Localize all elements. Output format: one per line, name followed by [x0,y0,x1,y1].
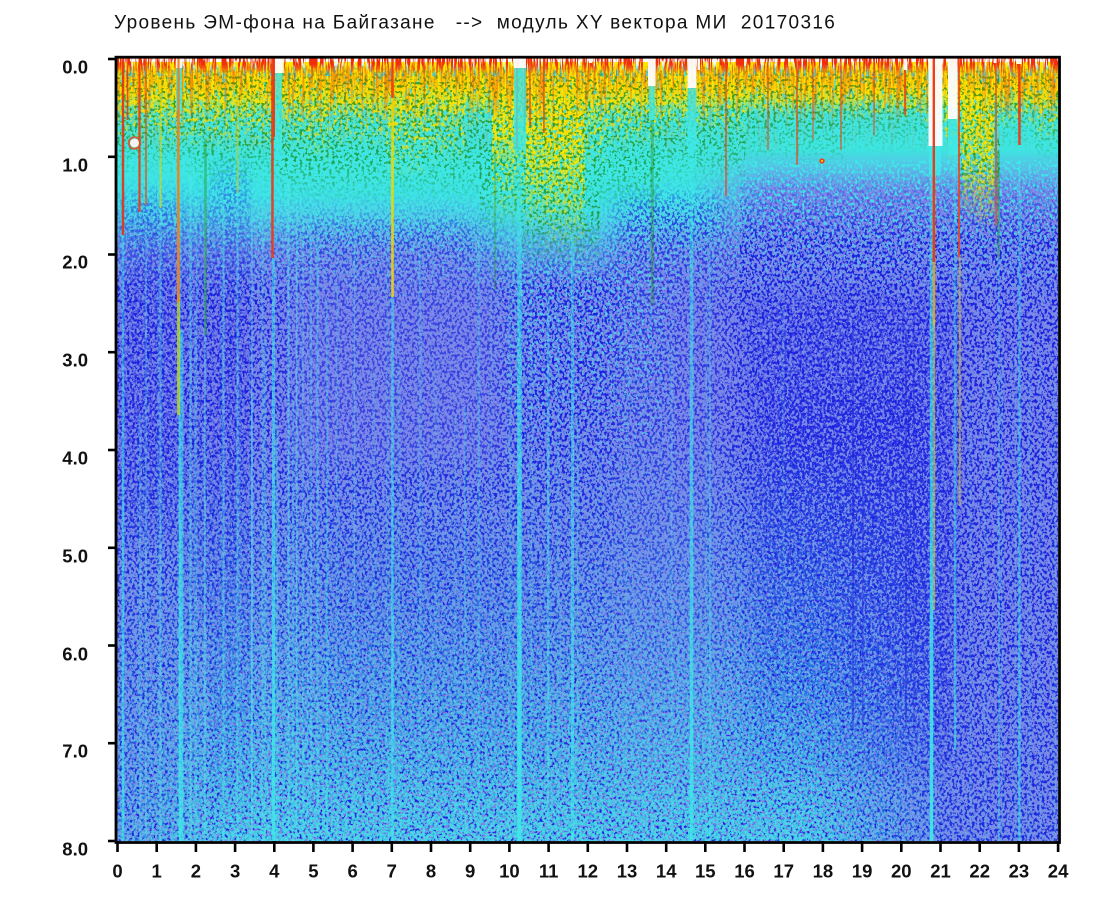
svg-text:21: 21 [930,861,951,882]
svg-text:17: 17 [773,861,794,882]
svg-text:1: 1 [152,861,162,882]
svg-text:0: 0 [112,861,122,882]
svg-text:3: 3 [230,861,240,882]
svg-text:Уровень ЭМ-фона на Байгазане: Уровень ЭМ-фона на Байгазане --> модуль … [114,13,836,34]
svg-text:6.0: 6.0 [62,644,88,665]
svg-text:3.0: 3.0 [62,350,88,371]
svg-text:8: 8 [426,861,436,882]
svg-text:19: 19 [852,861,873,882]
svg-text:2.0: 2.0 [62,252,88,273]
svg-text:5: 5 [308,861,318,882]
svg-text:24: 24 [1048,861,1069,882]
svg-text:10: 10 [499,861,520,882]
svg-text:0.0: 0.0 [62,57,88,78]
svg-text:12: 12 [578,861,599,882]
svg-text:2: 2 [191,861,201,882]
svg-text:7.0: 7.0 [62,741,88,762]
svg-text:4: 4 [269,861,280,882]
svg-text:6: 6 [347,861,357,882]
svg-text:22: 22 [969,861,990,882]
svg-text:1.0: 1.0 [62,155,88,176]
svg-text:9: 9 [465,861,475,882]
svg-text:13: 13 [617,861,638,882]
svg-text:5.0: 5.0 [62,546,88,567]
svg-text:8.0: 8.0 [62,839,88,860]
svg-text:16: 16 [734,861,755,882]
svg-text:15: 15 [695,861,716,882]
svg-text:23: 23 [1009,861,1030,882]
svg-text:14: 14 [656,861,677,882]
svg-text:18: 18 [813,861,834,882]
svg-text:11: 11 [539,861,559,882]
svg-text:20: 20 [891,861,912,882]
svg-text:7: 7 [387,861,397,882]
svg-text:4.0: 4.0 [62,448,88,469]
